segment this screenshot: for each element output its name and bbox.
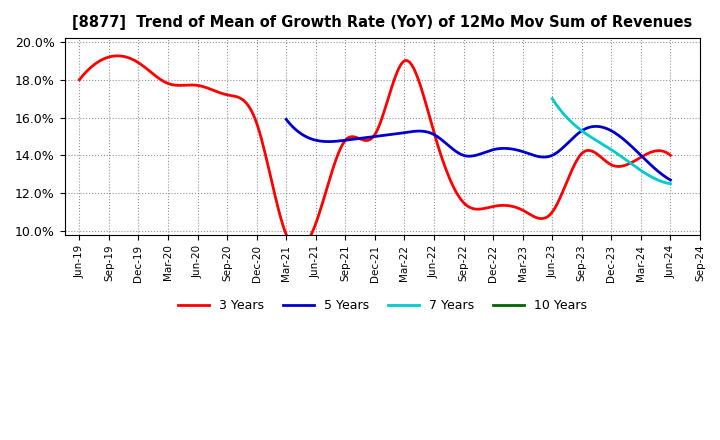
Title: [8877]  Trend of Mean of Growth Rate (YoY) of 12Mo Mov Sum of Revenues: [8877] Trend of Mean of Growth Rate (YoY… (72, 15, 693, 30)
Legend: 3 Years, 5 Years, 7 Years, 10 Years: 3 Years, 5 Years, 7 Years, 10 Years (173, 294, 592, 317)
